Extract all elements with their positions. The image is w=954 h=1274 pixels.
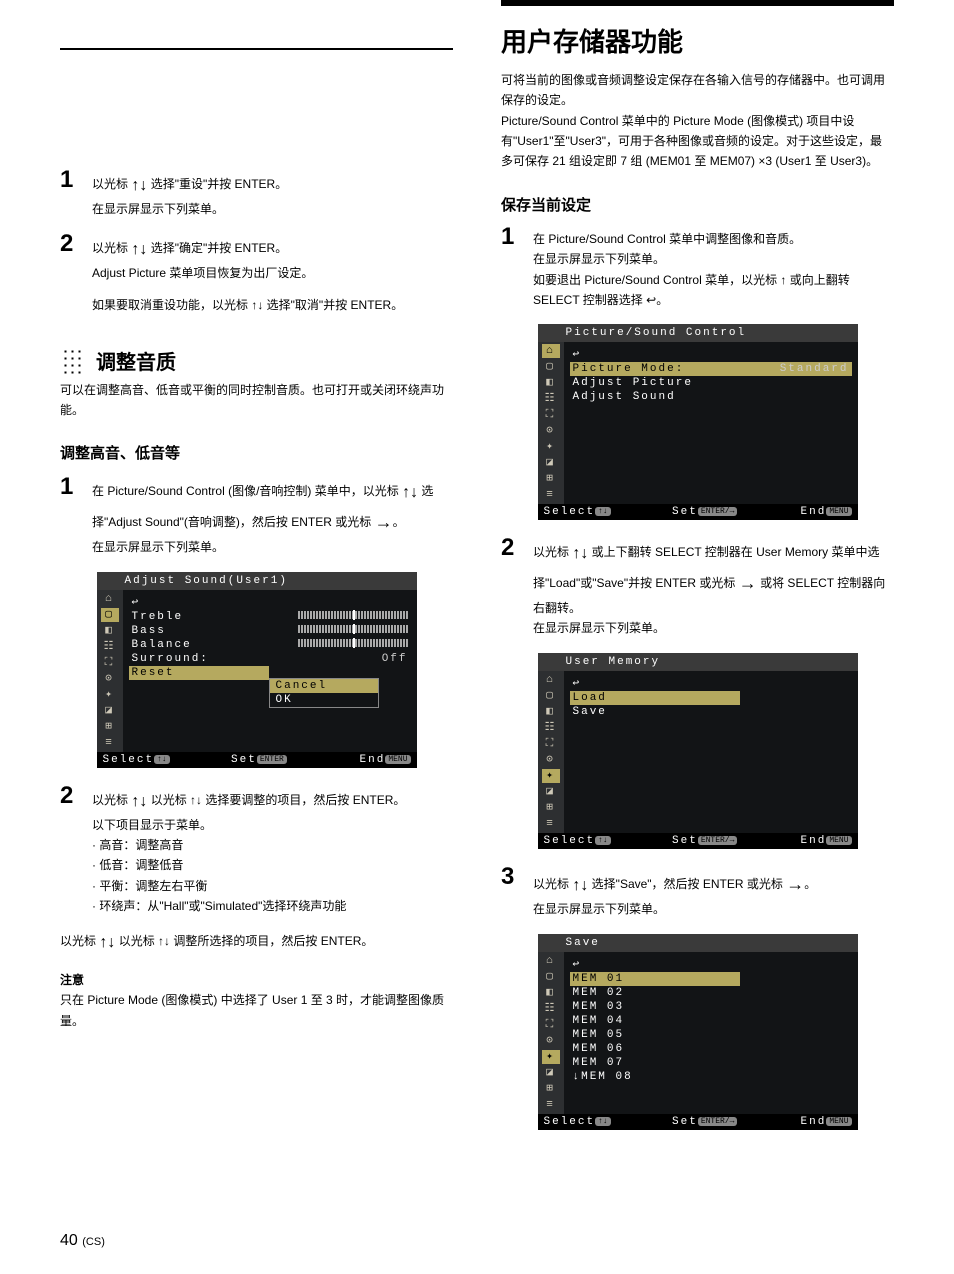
osd-row[interactable]: MEM 02 bbox=[570, 986, 852, 1000]
osd-row[interactable]: Bass bbox=[129, 624, 411, 638]
osd-picture-sound-control: Picture/Sound Control ⌂▢ ◧☷ ⛶⊙ ✦◪ ⊞≡ ↩ P… bbox=[538, 324, 858, 520]
osd-back[interactable]: ↩ bbox=[570, 675, 852, 691]
cancel-note: 如果要取消重设功能，以光标 ↑↓ 选择"取消"并按 ENTER。 bbox=[92, 295, 453, 315]
proc-step-2: 2 以光标 ↑↓ 以光标 ↑↓ 选择要调整的项目，然后按 ENTER。 以下项目… bbox=[60, 784, 453, 917]
right-step-2: 2 以光标 ↑↓ 或上下翻转 SELECT 控制器在 User Memory 菜… bbox=[501, 536, 894, 639]
intro-text: 可将当前的图像或音频调整设定保存在各输入信号的存储器中。也可调用保存的设定。 P… bbox=[501, 70, 894, 172]
osd-row[interactable]: ↓MEM 08 bbox=[570, 1070, 852, 1084]
osd-row-selected[interactable]: Picture Mode:Standard bbox=[570, 362, 852, 376]
osd-row[interactable]: Save bbox=[570, 705, 852, 719]
osd-back[interactable]: ↩ bbox=[570, 346, 852, 362]
osd-back[interactable]: ↩ bbox=[129, 594, 411, 610]
save-heading: 保存当前设定 bbox=[501, 194, 894, 215]
osd-row-selected[interactable]: Load bbox=[570, 691, 740, 705]
page-title: 用户存储器功能 bbox=[501, 26, 894, 60]
osd-row[interactable]: MEM 07 bbox=[570, 1056, 852, 1070]
osd-popup[interactable]: Cancel OK bbox=[269, 678, 379, 708]
osd-save: Save ⌂▢ ◧☷ ⛶⊙ ✦◪ ⊞≡ ↩ MEM 01 MEM 02 MEM … bbox=[538, 934, 858, 1130]
step-1: 1 以光标 ↑↓ 选择"重设"并按 ENTER。 在显示屏显示下列菜单。 bbox=[60, 168, 453, 220]
osd-row[interactable]: MEM 06 bbox=[570, 1042, 852, 1056]
page-number: 40 (CS) bbox=[60, 1232, 105, 1250]
osd-row[interactable]: MEM 04 bbox=[570, 1014, 852, 1028]
osd-adjust-sound: Adjust Sound(User1) ⌂▢ ◧☷ ⛶⊙ ✦◪ ⊞≡ ↩ Tre… bbox=[97, 572, 417, 768]
section-heading: 调整音质 bbox=[60, 346, 453, 376]
osd-back[interactable]: ↩ bbox=[570, 956, 852, 972]
osd-row-selected[interactable]: Reset bbox=[129, 666, 269, 680]
proc-step-1: 1 在 Picture/Sound Control (图像/音响控制) 菜单中，… bbox=[60, 475, 453, 557]
section-title: 调整音质 bbox=[96, 346, 176, 375]
osd-user-memory: User Memory ⌂▢ ◧☷ ⛶⊙ ✦◪ ⊞≡ ↩ Load Save S… bbox=[538, 653, 858, 849]
step-2: 2 以光标 ↑↓ 选择"确定"并按 ENTER。 Adjust Picture … bbox=[60, 232, 453, 284]
osd-row[interactable]: Surround:Off bbox=[129, 652, 411, 666]
osd-row[interactable]: Treble bbox=[129, 610, 411, 624]
step-text: 在 Picture/Sound Control (图像/音响控制) 菜单中，以光… bbox=[92, 484, 433, 528]
osd-footer: Select↑↓ SetENTER EndMENU bbox=[97, 752, 417, 768]
proc-step-3: 以光标 ↑↓ 以光标 ↑↓ 调整所选择的项目，然后按 ENTER。 bbox=[60, 929, 453, 956]
osd-row[interactable]: Adjust Sound bbox=[570, 390, 852, 404]
dotgrid-icon bbox=[60, 346, 84, 376]
note-block: 注意 只在 Picture Mode (图像模式) 中选择了 User 1 至 … bbox=[60, 970, 453, 1031]
proc-title: 调整高音、低音等 bbox=[60, 442, 453, 463]
section-adjust-sound bbox=[60, 90, 453, 108]
section-body: 可以在调整高音、低音或平衡的同时控制音质。也可打开或关闭环绕声功能。 bbox=[60, 380, 453, 421]
osd-row[interactable]: MEM 03 bbox=[570, 1000, 852, 1014]
right-step-3: 3 以光标 ↑↓ 选择"Save"，然后按 ENTER 或光标 →。 在显示屏显… bbox=[501, 865, 894, 920]
step-num: 2 bbox=[60, 232, 78, 284]
step-subtext: Adjust Picture 菜单项目恢复为出厂设定。 bbox=[92, 266, 313, 280]
step-text: 以光标 ↑↓ 选择"重设"并按 ENTER。 bbox=[92, 177, 287, 191]
osd-icon-col: ⌂▢ ◧☷ ⛶⊙ ✦◪ ⊞≡ bbox=[97, 590, 123, 752]
osd-row[interactable]: MEM 05 bbox=[570, 1028, 852, 1042]
osd-row[interactable]: Balance bbox=[129, 638, 411, 652]
step-text: 以光标 ↑↓ 选择"确定"并按 ENTER。 bbox=[92, 241, 287, 255]
step-subtext: 在显示屏显示下列菜单。 bbox=[92, 202, 224, 216]
osd-row-selected[interactable]: MEM 01 bbox=[570, 972, 740, 986]
right-step-1: 1 在 Picture/Sound Control 菜单中调整图像和音质。 在显… bbox=[501, 225, 894, 311]
osd-row[interactable]: Adjust Picture bbox=[570, 376, 852, 390]
step-num: 1 bbox=[60, 168, 78, 220]
